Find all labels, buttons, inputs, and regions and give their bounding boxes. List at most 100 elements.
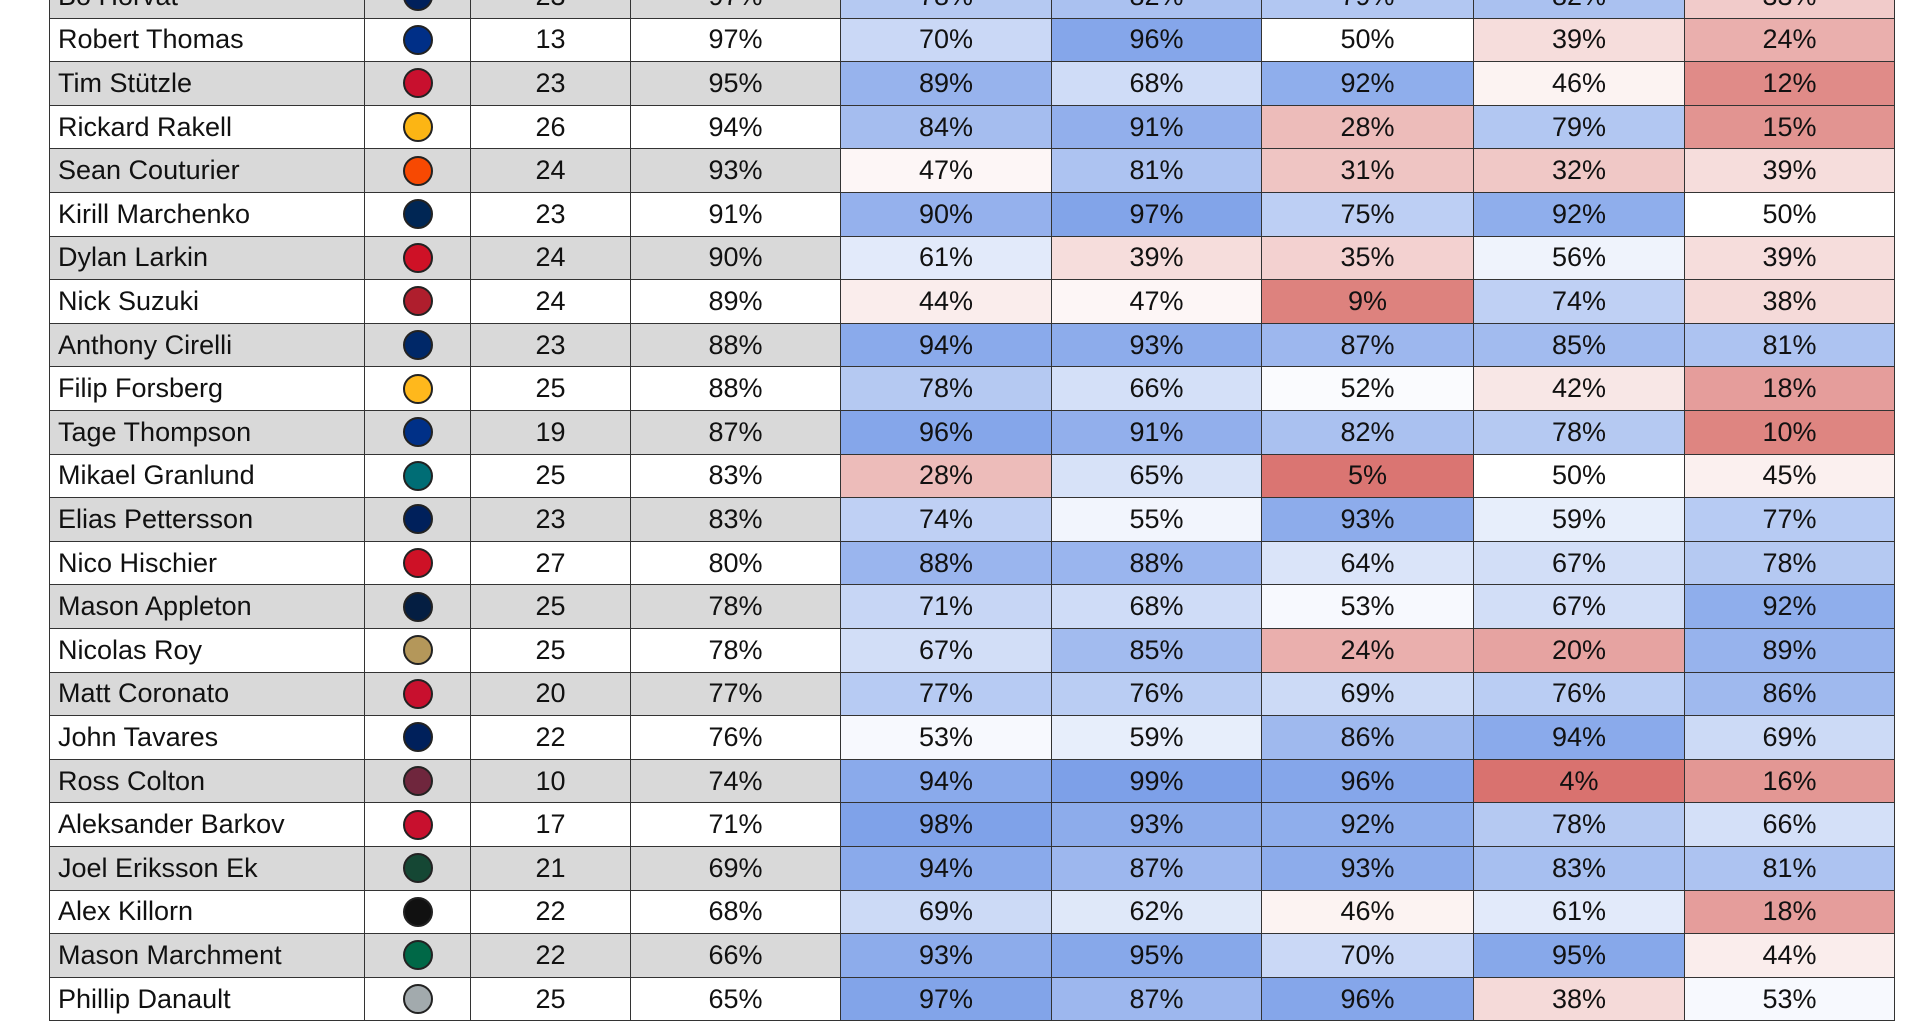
heat-cell: 66% (1052, 367, 1262, 411)
heat-cell: 82% (1474, 0, 1685, 19)
heat-cell: 81% (1052, 149, 1262, 193)
heat-cell: 50% (1474, 454, 1685, 499)
heat-cell: 81% (1685, 323, 1895, 368)
heat-cell: 82% (1262, 411, 1474, 455)
logo-icon (402, 373, 433, 404)
stat-cell: 68% (631, 890, 841, 935)
team-logo (365, 977, 471, 1022)
stat-cell: 91% (631, 193, 841, 237)
heat-cell: 24% (1685, 18, 1895, 63)
team-logo (365, 541, 471, 586)
heat-cell: 71% (841, 585, 1052, 629)
team-logo (365, 585, 471, 629)
player-name: Tim Stützle (49, 62, 365, 106)
stat-cell: 93% (631, 149, 841, 193)
stat-cell: 21 (471, 847, 631, 891)
heat-cell: 67% (1474, 585, 1685, 629)
stat-cell: 24 (471, 149, 631, 193)
heat-cell: 15% (1685, 105, 1895, 150)
heat-cell: 20% (1474, 629, 1685, 673)
player-name: Matt Coronato (49, 672, 365, 717)
heat-cell: 56% (1474, 236, 1685, 281)
player-name: Dylan Larkin (49, 236, 365, 281)
player-name: Tage Thompson (49, 411, 365, 455)
team-logo (365, 498, 471, 542)
heat-cell: 33% (1685, 0, 1895, 19)
stat-cell: 10 (471, 759, 631, 804)
stat-cell: 94% (631, 105, 841, 150)
logo-icon (402, 286, 433, 317)
stat-cell: 20 (471, 672, 631, 717)
team-logo (365, 803, 471, 847)
team-logo (365, 629, 471, 673)
heat-cell: 92% (1474, 193, 1685, 237)
heat-cell: 91% (1052, 411, 1262, 455)
heat-cell: 35% (1262, 236, 1474, 281)
heat-cell: 83% (1474, 847, 1685, 891)
team-logo (365, 149, 471, 193)
heat-cell: 59% (1052, 716, 1262, 760)
logo-icon (402, 984, 433, 1015)
player-name: Mason Appleton (49, 585, 365, 629)
logo-icon (402, 896, 433, 927)
heat-cell: 92% (1262, 803, 1474, 847)
heat-cell: 39% (1685, 149, 1895, 193)
heat-cell: 94% (841, 847, 1052, 891)
stat-cell: 83% (631, 454, 841, 499)
heat-cell: 97% (841, 977, 1052, 1022)
stat-cell: 97% (631, 18, 841, 63)
logo-icon (402, 460, 433, 491)
player-name: Ross Colton (49, 759, 365, 804)
heat-cell: 94% (841, 759, 1052, 804)
heat-cell: 18% (1685, 367, 1895, 411)
heat-cell: 47% (841, 149, 1052, 193)
heat-cell: 65% (1052, 454, 1262, 499)
player-name: Robert Thomas (49, 18, 365, 63)
heat-cell: 89% (841, 62, 1052, 106)
stat-cell: 23 (471, 193, 631, 237)
team-logo (365, 759, 471, 804)
team-logo (365, 193, 471, 237)
stat-cell: 23 (471, 498, 631, 542)
team-logo (365, 105, 471, 150)
team-logo (365, 236, 471, 281)
heat-cell: 53% (1262, 585, 1474, 629)
stat-cell: 66% (631, 934, 841, 978)
heat-cell: 59% (1474, 498, 1685, 542)
heat-cell: 92% (1262, 62, 1474, 106)
heat-cell: 62% (1052, 890, 1262, 935)
stat-cell: 69% (631, 847, 841, 891)
heat-cell: 69% (841, 890, 1052, 935)
heat-cell: 10% (1685, 411, 1895, 455)
heat-cell: 98% (841, 803, 1052, 847)
team-logo (365, 672, 471, 717)
heat-cell: 4% (1474, 759, 1685, 804)
stat-cell: 23 (471, 0, 631, 19)
heat-cell: 99% (1052, 759, 1262, 804)
stat-cell: 25 (471, 454, 631, 499)
heat-cell: 78% (841, 0, 1052, 19)
heat-cell: 97% (1052, 193, 1262, 237)
logo-icon (402, 0, 433, 12)
heat-cell: 87% (1052, 977, 1262, 1022)
logo-icon (402, 155, 433, 186)
heat-cell: 68% (1052, 62, 1262, 106)
stat-cell: 88% (631, 367, 841, 411)
heat-cell: 93% (841, 934, 1052, 978)
player-name: Rickard Rakell (49, 105, 365, 150)
heat-cell: 78% (841, 367, 1052, 411)
stat-cell: 89% (631, 280, 841, 324)
stat-cell: 23 (471, 323, 631, 368)
heat-cell: 85% (1474, 323, 1685, 368)
player-name: Nick Suzuki (49, 280, 365, 324)
heat-cell: 86% (1262, 716, 1474, 760)
stat-cell: 80% (631, 541, 841, 586)
heat-cell: 55% (1052, 498, 1262, 542)
player-name: Elias Pettersson (49, 498, 365, 542)
stat-cell: 24 (471, 236, 631, 281)
logo-icon (402, 417, 433, 448)
heat-cell: 79% (1474, 105, 1685, 150)
heat-cell: 96% (1052, 18, 1262, 63)
heat-cell: 38% (1474, 977, 1685, 1022)
stat-cell: 78% (631, 629, 841, 673)
